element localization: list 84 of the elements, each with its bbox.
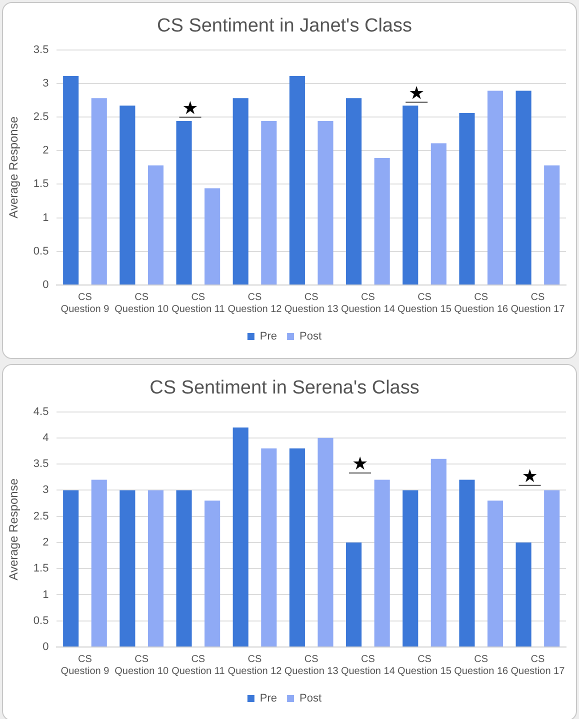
x-tick-label: CS Question 9 xyxy=(60,654,110,677)
bar xyxy=(120,106,136,284)
bar xyxy=(430,143,446,284)
bar xyxy=(374,480,390,646)
bar xyxy=(318,438,334,646)
bar xyxy=(176,490,192,646)
chart-title: CS Sentiment in Serena's Class xyxy=(150,378,420,399)
y-tick-label: 1 xyxy=(42,212,49,224)
x-tick-label: CS Question 12 xyxy=(228,654,282,677)
bar xyxy=(232,98,248,284)
x-tick-label: CS Question 9 xyxy=(60,292,110,315)
bar xyxy=(63,490,79,646)
y-tick-label: 1.5 xyxy=(33,178,49,190)
x-tick-label: CS Question 10 xyxy=(114,292,169,315)
y-tick-label: 1.5 xyxy=(33,562,49,575)
bar xyxy=(516,90,532,284)
bar xyxy=(261,121,277,284)
bar xyxy=(91,480,107,646)
x-tick-label: CS Question 17 xyxy=(510,292,566,315)
x-tick-label: CS Question 16 xyxy=(454,654,509,677)
x-tick-label: CS Question 12 xyxy=(228,292,282,315)
y-tick-label: 2.5 xyxy=(33,111,49,124)
bar xyxy=(148,490,164,646)
bar xyxy=(289,76,305,284)
bar xyxy=(459,480,475,646)
bar xyxy=(544,165,560,284)
y-tick-label: 2.5 xyxy=(33,510,49,522)
bar xyxy=(516,542,532,646)
annotation: ★ xyxy=(352,454,368,475)
x-tick-label: CS Question 15 xyxy=(398,292,452,315)
bar xyxy=(544,490,560,646)
x-tick-label: CS Question 11 xyxy=(172,292,226,315)
y-tick-label: 3 xyxy=(42,77,49,90)
bar xyxy=(318,121,334,284)
bar xyxy=(289,448,305,646)
y-tick-label: 1 xyxy=(42,588,49,601)
x-tick-label: CS Question 14 xyxy=(340,292,396,315)
legend-label: Post xyxy=(300,330,322,343)
legend-label: Pre xyxy=(260,692,278,705)
bar xyxy=(374,158,390,284)
annotation: ★ xyxy=(522,466,538,488)
y-tick-label: 0.5 xyxy=(33,245,49,258)
bar xyxy=(148,165,164,284)
y-tick-label: 4.5 xyxy=(33,406,49,418)
bar xyxy=(430,458,446,646)
y-tick-label: 3.5 xyxy=(33,44,49,56)
bar xyxy=(346,542,362,646)
y-tick-label: 2 xyxy=(42,144,49,157)
bar xyxy=(487,500,504,646)
bar xyxy=(204,188,220,284)
y-tick-label: 4 xyxy=(42,432,49,444)
x-tick-label: CS Question 15 xyxy=(398,654,452,677)
x-tick-label: CS Question 11 xyxy=(172,654,226,677)
bar xyxy=(459,112,475,284)
legend-label: Post xyxy=(300,692,322,705)
y-axis-title: Average Response xyxy=(6,116,21,218)
y-tick-label: 2 xyxy=(42,536,49,548)
x-tick-label: CS Question 14 xyxy=(340,654,396,677)
bar xyxy=(402,490,418,646)
chart-title: CS Sentiment in Janet's Class xyxy=(157,16,412,37)
bar xyxy=(261,448,277,646)
bar xyxy=(120,490,136,646)
bar xyxy=(487,90,504,284)
bar xyxy=(63,76,79,284)
y-tick-label: 3 xyxy=(42,484,49,496)
x-tick-label: CS Question 17 xyxy=(510,654,566,677)
y-tick-label: 0 xyxy=(42,279,49,292)
y-axis-title: Average Response xyxy=(6,478,21,580)
y-tick-label: 3.5 xyxy=(33,458,49,470)
y-tick-label: 0.5 xyxy=(33,614,49,627)
bar xyxy=(204,500,220,646)
x-tick-label: CS Question 13 xyxy=(284,654,339,677)
annotation: ★ xyxy=(408,82,425,104)
bar xyxy=(346,98,362,284)
x-tick-label: CS Question 16 xyxy=(454,292,509,315)
x-tick-label: CS Question 10 xyxy=(114,654,169,677)
legend-label: Pre xyxy=(260,330,278,343)
bar xyxy=(232,427,248,646)
annotation: ★ xyxy=(182,98,198,119)
y-tick-label: 0 xyxy=(42,641,49,654)
bar xyxy=(91,98,107,284)
bar xyxy=(176,121,192,284)
x-tick-label: CS Question 13 xyxy=(284,292,339,315)
bar xyxy=(402,106,418,284)
